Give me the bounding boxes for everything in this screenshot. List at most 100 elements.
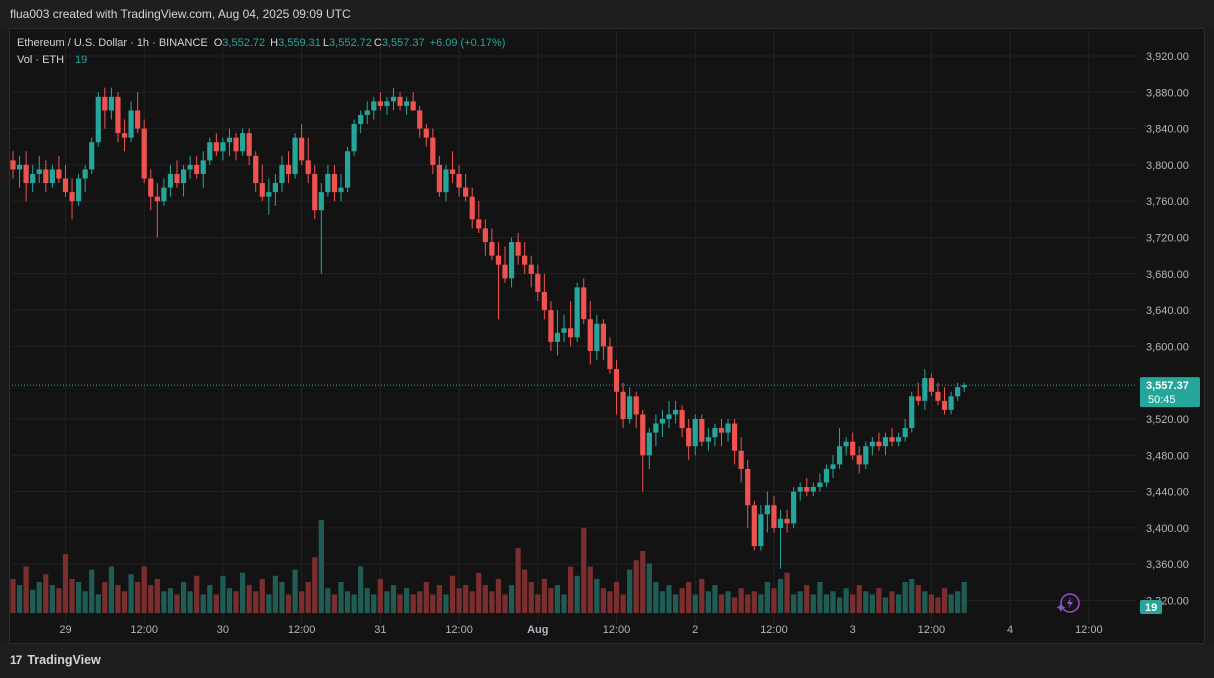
y-tick-label: 3,360.00 [1146,559,1189,571]
volume-bar [653,582,659,613]
volume-bar [469,591,475,613]
tradingview-brand: TradingView [27,653,101,667]
volume-bar [784,572,790,613]
candle-body [89,142,95,170]
volume-bar [863,591,869,613]
volume-bar [397,594,403,613]
volume-bar [23,566,29,613]
candle-body [948,396,954,410]
y-tick-label: 3,880.00 [1146,87,1189,99]
price-tag-value: 3,557.37 [1146,380,1189,392]
candle-body [646,432,652,456]
candle-body [712,428,718,438]
candle-body [961,385,967,388]
volume-bar [194,575,200,613]
candle-body [299,137,305,161]
candle-body [607,346,613,370]
volume-bar [312,557,318,613]
volume-bar [561,594,567,613]
candle-body [928,378,934,392]
candle-body [56,169,62,179]
volume-bar [830,591,836,613]
candle-body [850,441,856,456]
candle-body [666,414,672,419]
candle-body [69,192,75,202]
volume-bar [686,582,692,613]
volume-bar [712,585,718,613]
volume-tag-value: 19 [1145,602,1157,614]
volume-bar [279,582,285,613]
attribution-text: flua003 created with TradingView.com, Au… [10,7,351,21]
candle-body [489,242,495,256]
candle-body [653,423,659,433]
candle-body [95,96,101,143]
volume-bar [541,578,547,613]
volume-bar [620,594,626,613]
candle-body [482,228,488,243]
volume-bar [515,547,521,613]
candle-body [325,173,331,193]
volume-bar [115,585,121,613]
tradingview-logo[interactable]: 17 TradingView [10,653,101,667]
candle-body [613,369,620,392]
chart-frame[interactable]: 3,920.00 3,880.00 3,840.00 3,800.00 3,760.00… [9,28,1205,644]
volume-bar [95,594,101,613]
candle-body [528,264,534,274]
candle-body [574,287,580,338]
candle-body [410,101,416,111]
candle-body [495,255,502,265]
legend-high-label: H [270,37,278,49]
candle-body [896,437,902,442]
volume-bar [10,578,16,613]
candle-body [397,96,403,106]
volume-bar [764,582,770,613]
volume-bar [935,597,941,613]
volume-bar [36,582,42,613]
candle-body [620,391,626,419]
volume-bar [292,569,298,613]
candle-body [23,164,29,184]
candle-body [548,310,554,342]
volume-bar [732,597,738,613]
candle-body [843,441,849,447]
volume-bar [666,585,672,613]
legend-close-label: C [374,37,382,49]
candle-body [732,423,738,451]
candle-body [338,187,344,193]
candle-body [180,169,187,184]
volume-bar [344,591,351,613]
chart-canvas[interactable]: 3,920.00 3,880.00 3,840.00 3,800.00 3,760.00… [10,29,1206,645]
candle-body [443,169,449,193]
volume-bar [777,578,784,613]
volume-bar [384,591,390,613]
candle-body [266,192,272,197]
volume-bar [154,578,160,613]
candle-body [836,446,843,465]
candle-body [417,110,423,129]
candle-body [679,409,685,429]
volume-bar [843,588,849,613]
volume-bar [318,520,324,613]
volume-bar [856,585,862,613]
volume-bar [390,585,397,613]
candle-body [535,273,541,292]
volume-bar [508,585,515,613]
volume-bar [16,585,23,613]
volume-bar [463,585,469,613]
volume-bar [522,569,528,613]
volume-bar [941,588,948,613]
candle-body [594,323,600,351]
candle-body [318,192,324,211]
volume-bar [568,566,574,613]
candle-body [358,114,364,125]
candle-body [331,173,338,193]
candle-body [207,142,213,161]
candle-body [476,219,482,229]
candle-body [226,137,233,143]
volume-bar [646,563,652,613]
volume-bar [246,585,252,613]
volume-bar [266,594,272,613]
volume-bar [233,591,239,613]
candle-body [102,96,108,111]
y-tick-label: 3,400.00 [1146,523,1189,535]
